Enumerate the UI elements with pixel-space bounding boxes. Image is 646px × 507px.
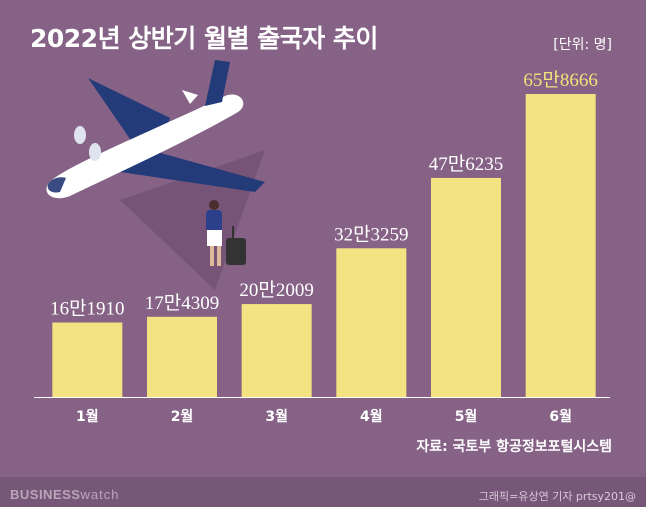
traveler-skirt	[207, 230, 222, 246]
value-labels-group: 16만1910 17만4309 20만2009 32만3259 47만6235 65만86…	[50, 69, 598, 320]
traveler-illustration	[206, 200, 246, 266]
airplane-illustration	[46, 60, 265, 290]
category-label-6: 6월	[549, 408, 572, 425]
value-label-1: 16만1910	[50, 298, 124, 320]
airplane-tail-fin	[182, 90, 198, 104]
bar-3	[241, 304, 312, 397]
value-label-6: 65만8666	[523, 69, 597, 91]
value-label-4: 32만3259	[334, 223, 408, 245]
airplane-engine-1	[74, 126, 86, 144]
footer-bar	[0, 477, 646, 507]
brand-light: watch	[80, 487, 120, 502]
traveler-leg-left	[210, 246, 214, 266]
value-label-2: 17만4309	[145, 292, 219, 314]
value-label-5: 47만6235	[429, 153, 503, 175]
airplane-fuselage	[46, 94, 244, 199]
suitcase	[226, 238, 246, 265]
airplane-engine-2	[89, 143, 101, 161]
bars-group	[52, 94, 596, 397]
suitcase-handle	[232, 226, 234, 238]
category-label-3: 3월	[265, 408, 288, 425]
unit-label: [단위: 명]	[553, 37, 612, 53]
traveler-shirt	[206, 210, 222, 232]
brand-logo: BUSINESSwatch	[10, 487, 119, 502]
category-label-1: 1월	[76, 408, 99, 425]
bar-1	[52, 322, 123, 397]
category-label-5: 5월	[455, 408, 478, 425]
airplane-wing-right	[120, 150, 265, 192]
brand-bold: BUSINESS	[10, 487, 81, 502]
airplane-cockpit	[47, 177, 66, 193]
chart-title: 2022년 상반기 월별 출국자 추이	[30, 24, 378, 53]
bar-2	[147, 316, 217, 397]
graphic-credit: 그래픽=유상연 기자 prtsy201@	[478, 490, 636, 503]
bar-5	[431, 177, 501, 397]
traveler-head	[209, 200, 219, 210]
category-labels-group: 1월 2월 3월 4월 5월 6월	[76, 408, 572, 425]
category-label-2: 2월	[171, 408, 194, 425]
bar-4	[336, 248, 407, 397]
bar-6	[525, 94, 596, 397]
category-label-4: 4월	[360, 408, 383, 425]
value-label-3: 20만2009	[239, 279, 313, 301]
airplane-tail	[205, 60, 230, 106]
traveler-leg-right	[217, 246, 221, 266]
source-note: 자료: 국토부 항공정보포털시스템	[416, 439, 612, 455]
